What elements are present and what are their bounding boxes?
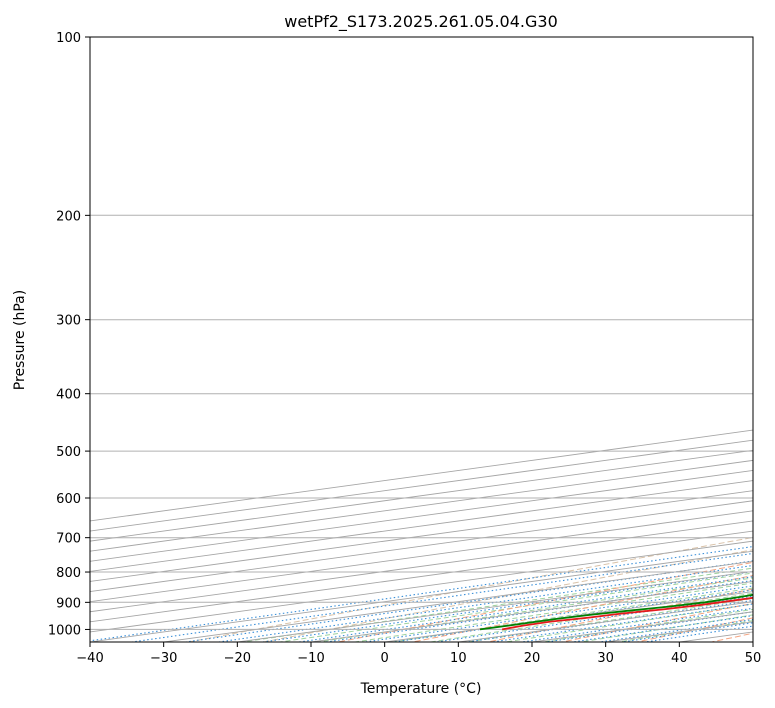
x-tick-label: 40 [671,651,688,666]
x-tick-label: 50 [745,651,762,666]
y-tick-label: 400 [56,388,81,403]
moist-adiabat [314,577,753,642]
axes: −40 −30 −20 −10 0 10 20 30 40 50 100 200 300 400 500 60… [48,31,761,666]
isotherm-line [90,520,753,613]
dry-adiabat [410,574,753,642]
moist-adiabat [238,567,753,642]
y-tick-label: 100 [56,31,81,46]
isotherm-line [90,540,753,633]
x-tick-label: −20 [224,651,251,666]
y-tick-label: 300 [56,314,81,329]
isotherm-line [90,500,753,593]
isotherm-line [90,510,753,603]
y-tick-label: 600 [56,492,81,507]
dry-adiabat [186,536,753,642]
moist-adiabat [502,603,753,642]
moist-adiabat [464,598,753,642]
pressure-gridlines [90,37,753,630]
y-tick-label: 800 [56,566,81,581]
x-tick-label: 30 [597,651,614,666]
x-tick-label: 20 [524,651,541,666]
isotherm-line [90,490,753,582]
dry-adiabat [260,549,753,642]
y-axis-label: Pressure (hPa) [12,290,28,390]
x-tick-label: 10 [450,651,467,666]
y-tick-label: 700 [56,532,81,547]
x-tick-label: −30 [150,651,177,666]
isotherm-line [90,480,753,572]
y-tick-label: 1000 [48,623,81,638]
moist-adiabat [351,582,753,642]
isotherm-line [90,470,753,562]
x-tick-label: −10 [297,651,324,666]
x-tick-label: 0 [381,651,389,666]
isotherm-line [90,459,753,552]
y-tick-label: 900 [56,596,81,611]
y-tick-label: 200 [56,209,81,224]
x-tick-label: −40 [76,651,103,666]
plot-frame [89,36,754,643]
y-tick-label: 500 [56,445,81,460]
isotherm-line [90,530,753,623]
sounding-traces [479,593,753,631]
chart-title: wetPf2_S173.2025.261.05.04.G30 [284,12,558,32]
temperature-trace [501,596,753,631]
x-axis-label: Temperature (°C) [360,681,482,697]
